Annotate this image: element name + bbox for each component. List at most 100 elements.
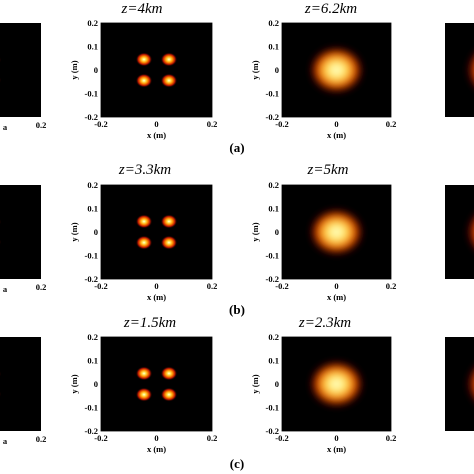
tick-label-x: -0.2 <box>275 433 288 443</box>
plot-frame <box>100 22 213 118</box>
beam-spot-2 <box>0 370 2 378</box>
tick-label-y: 0 <box>94 65 98 75</box>
tick-label-y: -0.2 <box>85 112 98 122</box>
axis-label-y: y (m) <box>69 222 79 241</box>
tick-label-y: 0 <box>275 227 279 237</box>
tick-label-y: -0.2 <box>85 274 98 284</box>
flat-top-beam <box>467 208 474 256</box>
tick-label-x: 0 <box>334 119 338 129</box>
plot-frame <box>281 184 392 280</box>
axis-label-y: y (m) <box>69 374 79 393</box>
tick-label-x: 0 <box>154 119 158 129</box>
tick-label-x: 0 <box>154 281 158 291</box>
axis-label-x-fragment: a <box>3 122 8 132</box>
beam-spot-4 <box>0 76 2 84</box>
panel-title: z=4km <box>121 1 163 17</box>
panel-title: z=2.3km <box>298 315 351 331</box>
flat-top-beam <box>310 47 363 93</box>
tick-label-y: 0.1 <box>268 42 279 52</box>
tick-label-x: 0.2 <box>386 119 397 129</box>
beam-spot-2 <box>0 56 2 64</box>
plot-frame <box>281 22 392 118</box>
panel-r0-c0: 0.2 a <box>0 23 46 132</box>
tick-label-y: -0.1 <box>85 251 98 261</box>
plot-area <box>101 185 212 279</box>
tick-label-x: -0.2 <box>94 281 107 291</box>
tick-label-x: 0.2 <box>36 120 47 130</box>
beam-spot-3 <box>135 73 153 88</box>
axis-label-x: x (m) <box>147 292 166 302</box>
panel-r1-c0: 0.2 a <box>0 185 46 294</box>
beam-spot-2 <box>160 214 178 229</box>
tick-label-y: 0.2 <box>268 18 279 28</box>
tick-label-y: -0.2 <box>266 112 279 122</box>
beam-spot-4 <box>0 390 2 398</box>
beam-spot-4 <box>160 235 178 250</box>
beam-spot-2 <box>160 52 178 67</box>
beam-spot-3 <box>135 387 153 402</box>
axis-label-x: x (m) <box>147 130 166 140</box>
beam-spot-3 <box>135 235 153 250</box>
tick-label-y: -0.1 <box>266 251 279 261</box>
tick-label-x: 0.2 <box>386 433 397 443</box>
tick-label-x: 0 <box>334 281 338 291</box>
tick-label-x: 0 <box>154 433 158 443</box>
beam-spot-2 <box>160 366 178 381</box>
tick-label-x: 0.2 <box>207 281 218 291</box>
tick-label-y: 0.1 <box>268 356 279 366</box>
beam-spot-2 <box>0 218 2 226</box>
tick-label-y: -0.1 <box>85 89 98 99</box>
panel-title: z=1.5km <box>123 315 176 331</box>
tick-label-x: 0.2 <box>36 282 47 292</box>
tick-label-y: 0 <box>94 379 98 389</box>
beam-spot-1 <box>135 366 153 381</box>
tick-label-x: -0.2 <box>275 119 288 129</box>
plot-area <box>0 23 41 117</box>
panel-r2-c3 <box>445 337 474 431</box>
axis-label-y: y (m) <box>250 222 260 241</box>
tick-label-x: 0.2 <box>386 281 397 291</box>
tick-label-x: 0 <box>334 433 338 443</box>
panel-r0-c3 <box>445 23 474 117</box>
panel-title: z=6.2km <box>304 1 357 17</box>
tick-label-y: 0.1 <box>268 204 279 214</box>
row-label: (a) <box>229 140 244 155</box>
panel-r0-c2: z=6.2km -0.2 0 0.2 0.2 0.1 0 -0.1 -0.2 x (m) y (m… <box>250 1 396 140</box>
panel-r2-c0: 0.2 a <box>0 337 46 446</box>
tick-label-y: 0 <box>275 65 279 75</box>
tick-label-y: -0.2 <box>266 274 279 284</box>
flat-top-beam <box>310 209 363 255</box>
axis-label-x-fragment: a <box>3 436 8 446</box>
tick-label-x: 0.2 <box>207 433 218 443</box>
tick-label-y: 0.1 <box>87 204 98 214</box>
axis-label-x: x (m) <box>327 292 346 302</box>
tick-label-y: 0 <box>275 379 279 389</box>
row-label: (c) <box>230 456 244 471</box>
flat-top-beam <box>467 360 474 408</box>
plot-frame <box>100 184 213 280</box>
tick-label-x: 0.2 <box>207 119 218 129</box>
tick-label-y: -0.1 <box>266 89 279 99</box>
panel-r2-c2: z=2.3km -0.2 0 0.2 0.2 0.1 0 -0.1 -0.2 x (m) y (m… <box>250 315 396 454</box>
plot-frame <box>281 336 392 432</box>
beam-spot-4 <box>0 238 2 246</box>
plot-area <box>101 23 212 117</box>
axis-label-y: y (m) <box>250 374 260 393</box>
tick-label-x: 0.2 <box>36 434 47 444</box>
flat-top-beam <box>467 46 474 94</box>
plot-frame <box>100 336 213 432</box>
panel-r1-c1: z=3.3km -0.2 0 0.2 0.2 0.1 0 -0.1 -0.2 x (m) y (m… <box>69 162 217 302</box>
tick-label-y: 0.1 <box>87 356 98 366</box>
plot-area <box>101 337 212 431</box>
beam-spot-4 <box>160 387 178 402</box>
panel-r1-c2: z=5km -0.2 0 0.2 0.2 0.1 0 -0.1 -0.2 x (m) y (m) <box>250 162 396 302</box>
panel-r2-c1: z=1.5km -0.2 0 0.2 0.2 0.1 0 -0.1 -0.2 x (m) y (m… <box>69 315 217 454</box>
tick-label-y: -0.2 <box>266 426 279 436</box>
axis-label-y: y (m) <box>69 60 79 79</box>
axis-label-y: y (m) <box>250 60 260 79</box>
tick-label-y: 0.2 <box>268 180 279 190</box>
plot-area <box>0 185 41 279</box>
flat-top-beam <box>310 361 363 407</box>
panel-title: z=5km <box>307 162 349 178</box>
plot-area <box>0 337 41 431</box>
